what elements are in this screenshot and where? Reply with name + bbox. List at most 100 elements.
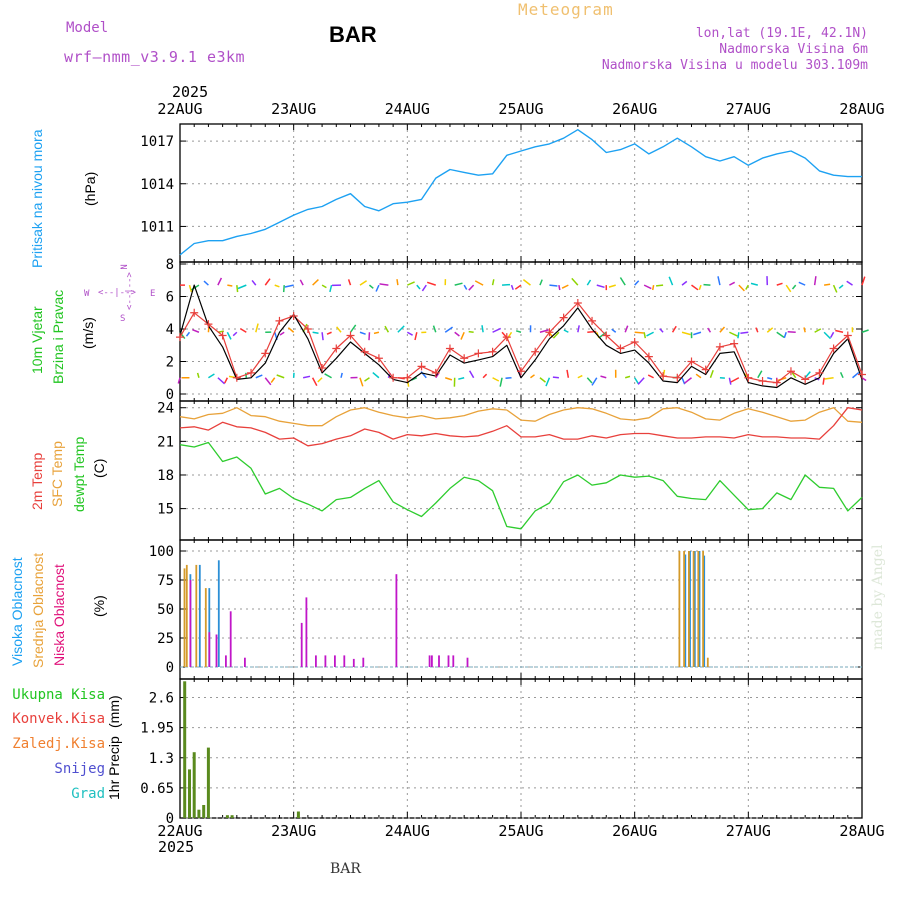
wind-vector [767, 377, 773, 380]
y-tick-label: 1.3 [149, 751, 174, 767]
wind-vector [703, 283, 711, 286]
wind-vector [776, 282, 783, 286]
wind-vector [372, 372, 380, 379]
wind-gust-marker [644, 352, 653, 361]
wind-vector [515, 330, 522, 333]
wind-gust-marker [403, 373, 412, 382]
cloud-bar [352, 658, 355, 667]
chart-marks: 1011101410170246815182124025507510000.65… [140, 100, 884, 840]
cloud-bar [706, 657, 709, 667]
wind-vector [803, 327, 806, 333]
y-tick-label: 0 [166, 387, 174, 403]
cloud-bar [688, 551, 690, 667]
wind-gust-marker [360, 347, 369, 356]
wind-gust-marker [730, 339, 739, 348]
wind-vector [416, 284, 421, 290]
wind-vector [217, 377, 226, 385]
x-tick-label-bottom: 26AUG [612, 822, 657, 840]
wind-vector [324, 373, 332, 379]
cloud-bar [229, 611, 232, 667]
x-tick-label-bottom: 22AUG [157, 822, 202, 840]
compass-n-label: N [117, 264, 128, 270]
cloud-bar [689, 551, 691, 667]
wind-gust-marker [176, 333, 184, 342]
cloud-bar [195, 564, 198, 667]
elevation-text: Nadmorska Visina 6m [719, 42, 868, 57]
credit-text: made by Angel [870, 544, 886, 651]
temp-label-dewpt: dewpt Temp [71, 436, 87, 512]
wind-vector [539, 377, 546, 383]
panel-frames [179, 123, 863, 819]
wind-vector [364, 377, 370, 382]
x-tick-label-bottom: 23AUG [271, 822, 316, 840]
cloud-bar [683, 551, 685, 667]
cloud-bar [198, 564, 201, 667]
wind-vector [264, 278, 271, 286]
wind-vector [709, 369, 714, 379]
wind-vector [647, 374, 654, 379]
wind-gust-marker [502, 333, 511, 342]
wind-vector [208, 373, 215, 379]
wind-vector [492, 327, 502, 333]
temp-label-sfc: SFC Temp [49, 441, 65, 507]
year-top: 2025 [172, 83, 209, 101]
wind-vector [217, 277, 223, 286]
wind-vector [237, 284, 247, 290]
wind-vector [255, 374, 263, 379]
station-title: BAR [329, 22, 377, 47]
wind-vector [624, 325, 629, 333]
wind-vector [600, 375, 607, 379]
wind-vector [668, 276, 674, 286]
cloud-bar [466, 657, 469, 667]
wind-vector [255, 323, 259, 333]
wind-gust-marker [488, 347, 497, 356]
dewpt-line [179, 441, 863, 530]
wind-vector [785, 284, 792, 293]
wind-vector [852, 372, 860, 379]
wind-vector [312, 279, 319, 286]
cloud-bar [703, 555, 706, 667]
wind-vector [719, 326, 726, 333]
x-tick-label-bottom: 27AUG [726, 822, 771, 840]
wind-gust-marker [687, 357, 696, 366]
cloud-bar [452, 655, 455, 667]
wind-gust-marker [303, 325, 312, 333]
cloud-bar [225, 655, 227, 667]
wind-vector [226, 331, 232, 340]
wind-vector [340, 372, 343, 378]
wind-vector [830, 331, 835, 338]
meteogram-title: Meteogram [518, 0, 614, 19]
wind-vector [643, 332, 647, 339]
wind-vector [414, 332, 418, 341]
wind-vector [514, 284, 522, 290]
wind-vector [822, 377, 825, 385]
y-tick-label: 18 [157, 468, 174, 484]
wind-vector [463, 284, 468, 290]
wind-vector [643, 284, 652, 290]
wind-vector [681, 331, 691, 336]
wind-gust-marker [588, 316, 597, 325]
wind-gust-marker [701, 365, 710, 374]
cloud-bar [362, 657, 365, 667]
precip-unit: (mm) [106, 695, 122, 728]
compass-v-arrow: <--|--> [124, 272, 135, 310]
wind-gust-marker [232, 373, 241, 382]
cloud-unit: (%) [91, 595, 107, 617]
wind-vector [379, 283, 389, 286]
wind-gust-marker [843, 331, 852, 340]
wind-vector [586, 377, 593, 384]
wind-gust-marker [715, 342, 724, 351]
y-tick-label: 0.65 [140, 781, 174, 797]
wind-vector [227, 284, 233, 287]
y-tick-label: 2.6 [149, 691, 174, 707]
wind-vector [791, 372, 797, 379]
wind-vector [839, 371, 844, 379]
wind-vector [264, 377, 272, 386]
wind-vector [798, 281, 806, 286]
wind-vector [757, 370, 763, 379]
wind-vector [651, 284, 655, 291]
precip-bar [197, 809, 201, 818]
wind-gust-marker [289, 312, 298, 320]
wind-gust-marker [417, 362, 426, 371]
pressure-line [179, 128, 862, 256]
